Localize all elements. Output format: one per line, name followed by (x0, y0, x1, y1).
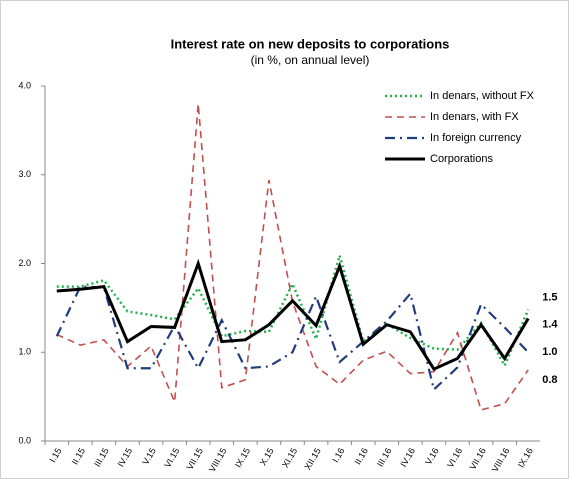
y-tick-label: 0.0 (18, 435, 31, 445)
chart-subtitle: (in %, on annual level) (251, 53, 370, 67)
y-tick-label: 2.0 (18, 258, 31, 268)
chart-title: Interest rate on new deposits to corpora… (171, 36, 450, 51)
data-label: 1.4 (542, 318, 558, 330)
y-tick-label: 3.0 (18, 169, 31, 179)
series-line (55, 285, 530, 392)
y-tick-label: 4.0 (18, 80, 31, 90)
y-tick-label: 1.0 (18, 347, 31, 357)
data-label: 1.0 (542, 346, 557, 358)
legend-label: In denars, without FX (430, 90, 535, 102)
legend-label: In denars, with FX (430, 111, 519, 123)
data-label: 0.8 (542, 374, 557, 386)
data-label: 1.5 (542, 292, 557, 304)
legend-label: Corporations (430, 153, 493, 165)
series-line (56, 258, 530, 372)
legend-label: In foreign currency (430, 132, 522, 144)
